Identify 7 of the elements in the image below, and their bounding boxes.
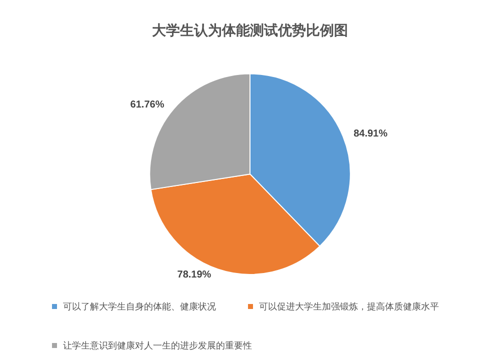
chart-title: 大学生认为体能测试优势比例图 [152,22,348,38]
data-label: 61.76% [130,99,164,110]
data-label: 84.91% [354,128,388,140]
legend-label: 让学生意识到健康对人一生的进步发展的重要性 [63,340,252,350]
data-label: 78.19% [177,269,212,280]
legend-label: 可以了解大学生自身的体能、健康状况 [63,302,216,312]
legend-label: 可以促进大学生加强锻炼，提高体质健康水平 [259,302,439,312]
